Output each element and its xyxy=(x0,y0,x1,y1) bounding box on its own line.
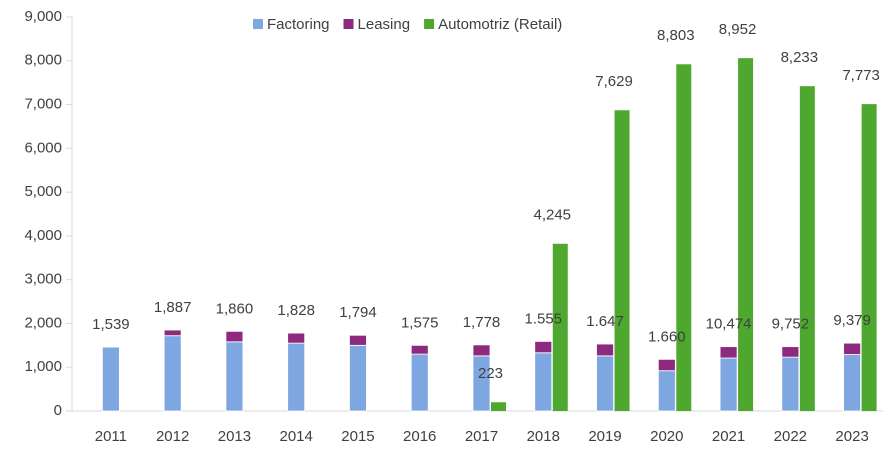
bar-segment xyxy=(287,332,306,344)
x-tick-label: 2016 xyxy=(403,428,436,445)
stack-label: 1.647 xyxy=(586,313,624,330)
bar xyxy=(676,64,692,411)
x-tick-label: 2022 xyxy=(774,428,807,445)
bar-segment xyxy=(534,352,553,412)
y-tick-label: 3,000 xyxy=(24,271,62,288)
bar-segment xyxy=(101,346,120,412)
stack-label: 9,752 xyxy=(772,316,810,333)
x-tick-label: 2015 xyxy=(341,428,374,445)
y-tick-label: 4,000 xyxy=(24,227,62,244)
y-tick-label: 6,000 xyxy=(24,139,62,156)
retail-label: 4,245 xyxy=(533,207,571,224)
stack-label: 1.660 xyxy=(648,328,686,345)
bar-segment xyxy=(534,340,553,354)
x-tick-label: 2021 xyxy=(712,428,745,445)
bar-segment xyxy=(843,342,862,355)
bar-segment xyxy=(225,341,244,412)
legend-swatch xyxy=(424,19,435,29)
bar-segment xyxy=(410,353,429,412)
retail-label: 8,803 xyxy=(657,27,695,44)
y-tick-label: 8,000 xyxy=(24,52,62,69)
x-tick-label: 2012 xyxy=(156,428,189,445)
stack-label: 1,860 xyxy=(216,300,254,317)
legend-swatch xyxy=(343,19,354,29)
bar-segment xyxy=(657,370,676,412)
bar xyxy=(861,104,877,412)
retail-label: 223 xyxy=(478,365,503,382)
x-tick-label: 2019 xyxy=(588,428,621,445)
legend-label: Automotriz (Retail) xyxy=(438,16,562,33)
bar-segment xyxy=(410,344,429,355)
stack-label: 1,575 xyxy=(401,314,439,331)
x-tick-label: 2020 xyxy=(650,428,683,445)
stack-label: 1,539 xyxy=(92,316,130,333)
x-tick-label: 2018 xyxy=(527,428,560,445)
stack-label: 1,828 xyxy=(277,302,315,319)
stack-label: 10,474 xyxy=(706,316,752,333)
y-tick-label: 7,000 xyxy=(24,96,62,113)
bar xyxy=(799,86,815,412)
stack-label: 1,778 xyxy=(463,314,501,331)
bar-segment xyxy=(163,335,182,412)
bar xyxy=(491,402,506,411)
x-tick-label: 2023 xyxy=(835,428,868,445)
bar-segment xyxy=(472,344,491,357)
x-tick-label: 2013 xyxy=(218,428,251,445)
y-tick-label: 1,000 xyxy=(24,358,62,375)
bar-segment xyxy=(287,342,306,412)
y-tick-label: 5,000 xyxy=(24,183,62,200)
legend-label: Factoring xyxy=(267,16,330,33)
bar-segment xyxy=(349,334,367,346)
bar xyxy=(738,58,754,411)
bar xyxy=(552,243,568,411)
stack-label: 9,379 xyxy=(833,312,871,329)
retail-label: 7,629 xyxy=(595,73,633,90)
bar xyxy=(614,110,630,411)
bar-segment xyxy=(225,330,244,343)
bar-segment xyxy=(657,358,676,372)
retail-label: 7,773 xyxy=(842,67,880,84)
x-tick-label: 2017 xyxy=(465,428,498,445)
retail-label: 8,233 xyxy=(781,49,819,66)
stack-label: 1,794 xyxy=(339,304,377,321)
x-tick-label: 2014 xyxy=(280,428,313,445)
legend-label: Leasing xyxy=(358,16,411,33)
bar-segment xyxy=(781,356,800,412)
bar-segment xyxy=(843,354,862,412)
bar-segment xyxy=(719,346,738,359)
stack-label: 1.555 xyxy=(524,310,562,327)
bar-segment xyxy=(349,344,367,412)
x-tick-label: 2011 xyxy=(95,428,127,445)
bar-segment xyxy=(781,346,800,358)
retail-label: 8,952 xyxy=(719,21,757,38)
bar-segment xyxy=(596,343,614,357)
stack-label: 1,887 xyxy=(154,299,192,316)
y-tick-label: 0 xyxy=(54,402,62,419)
bar-segment xyxy=(472,355,491,412)
bar-segment xyxy=(719,357,738,412)
legend-swatch xyxy=(253,19,263,29)
bar-segment xyxy=(163,329,182,337)
bar-segment xyxy=(596,355,614,412)
y-tick-label: 9,000 xyxy=(24,8,62,25)
y-tick-label: 2,000 xyxy=(24,314,62,331)
